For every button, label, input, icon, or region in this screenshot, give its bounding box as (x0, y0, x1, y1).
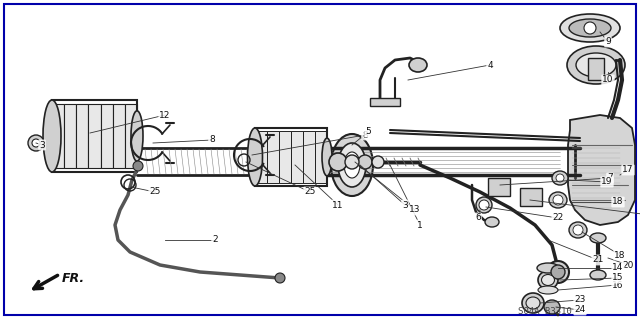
Bar (100, 104, 113, 168)
Text: FR.: FR. (62, 271, 85, 285)
Circle shape (32, 139, 40, 147)
Text: 23: 23 (574, 295, 586, 305)
Text: 24: 24 (574, 306, 586, 315)
Circle shape (573, 225, 583, 235)
Text: 12: 12 (159, 110, 171, 120)
Text: 21: 21 (592, 256, 604, 264)
Bar (315, 131, 327, 183)
Ellipse shape (537, 263, 559, 273)
Ellipse shape (541, 275, 554, 286)
Text: 4: 4 (487, 61, 493, 70)
Bar (488, 178, 510, 196)
Ellipse shape (522, 293, 544, 313)
Ellipse shape (538, 286, 558, 294)
Ellipse shape (476, 197, 492, 213)
Circle shape (133, 161, 143, 171)
Text: 19: 19 (601, 177, 612, 187)
Bar (522, 190, 540, 204)
Text: 11: 11 (332, 201, 344, 210)
Text: 16: 16 (612, 280, 624, 290)
Text: 9: 9 (605, 38, 611, 47)
Text: 3: 3 (39, 140, 45, 150)
Text: 15: 15 (612, 273, 624, 283)
Text: 8: 8 (362, 130, 368, 139)
Bar (76, 104, 88, 168)
Text: 1: 1 (417, 220, 423, 229)
Circle shape (28, 135, 44, 151)
Circle shape (556, 174, 564, 182)
Bar (88, 104, 100, 168)
Text: 8: 8 (209, 136, 215, 145)
Ellipse shape (576, 53, 616, 77)
Ellipse shape (372, 156, 384, 168)
Bar (588, 58, 604, 80)
Circle shape (275, 273, 285, 283)
Ellipse shape (569, 19, 611, 37)
Bar (52, 104, 64, 168)
Circle shape (479, 200, 489, 210)
Text: 3: 3 (402, 201, 408, 210)
Bar (520, 188, 542, 206)
Ellipse shape (560, 14, 620, 42)
Bar (279, 131, 291, 183)
Text: 25: 25 (149, 188, 161, 197)
Ellipse shape (344, 152, 360, 178)
Bar (125, 104, 137, 168)
Text: 5: 5 (365, 128, 371, 137)
Text: 18: 18 (614, 250, 626, 259)
Bar (370, 98, 400, 106)
Bar (303, 131, 315, 183)
Bar (291, 131, 303, 183)
Circle shape (584, 22, 596, 34)
Text: 10: 10 (602, 76, 614, 85)
Text: 25: 25 (304, 188, 316, 197)
Text: 17: 17 (622, 166, 634, 174)
Bar (113, 104, 125, 168)
Ellipse shape (345, 155, 359, 169)
Bar (255, 128, 327, 186)
Ellipse shape (485, 217, 499, 227)
Ellipse shape (544, 300, 560, 314)
Text: 7: 7 (607, 174, 613, 182)
Text: 14: 14 (612, 263, 624, 272)
Text: 2: 2 (212, 235, 218, 244)
Ellipse shape (329, 153, 347, 171)
Ellipse shape (409, 58, 427, 72)
Polygon shape (568, 115, 635, 225)
Text: 20: 20 (622, 261, 634, 270)
Ellipse shape (547, 261, 569, 283)
Text: S04A B3310: S04A B3310 (518, 308, 572, 316)
Bar (490, 180, 508, 194)
Ellipse shape (567, 46, 625, 84)
Bar (267, 131, 279, 183)
Text: 18: 18 (612, 197, 624, 206)
Ellipse shape (552, 171, 568, 185)
Ellipse shape (549, 192, 567, 208)
Ellipse shape (322, 138, 332, 176)
Circle shape (551, 265, 565, 279)
Bar (255, 131, 267, 183)
Ellipse shape (569, 222, 587, 238)
Ellipse shape (538, 271, 558, 289)
Ellipse shape (358, 155, 372, 169)
Bar (52, 100, 137, 172)
Ellipse shape (331, 134, 373, 196)
Ellipse shape (526, 297, 540, 309)
Ellipse shape (131, 111, 143, 161)
Text: 22: 22 (552, 213, 564, 222)
Ellipse shape (248, 128, 262, 186)
Ellipse shape (338, 143, 366, 187)
Bar (64, 104, 76, 168)
Ellipse shape (590, 233, 606, 243)
Text: 13: 13 (409, 205, 420, 214)
Ellipse shape (590, 270, 606, 280)
Text: 6: 6 (475, 213, 481, 222)
Circle shape (553, 195, 563, 205)
Ellipse shape (43, 100, 61, 172)
